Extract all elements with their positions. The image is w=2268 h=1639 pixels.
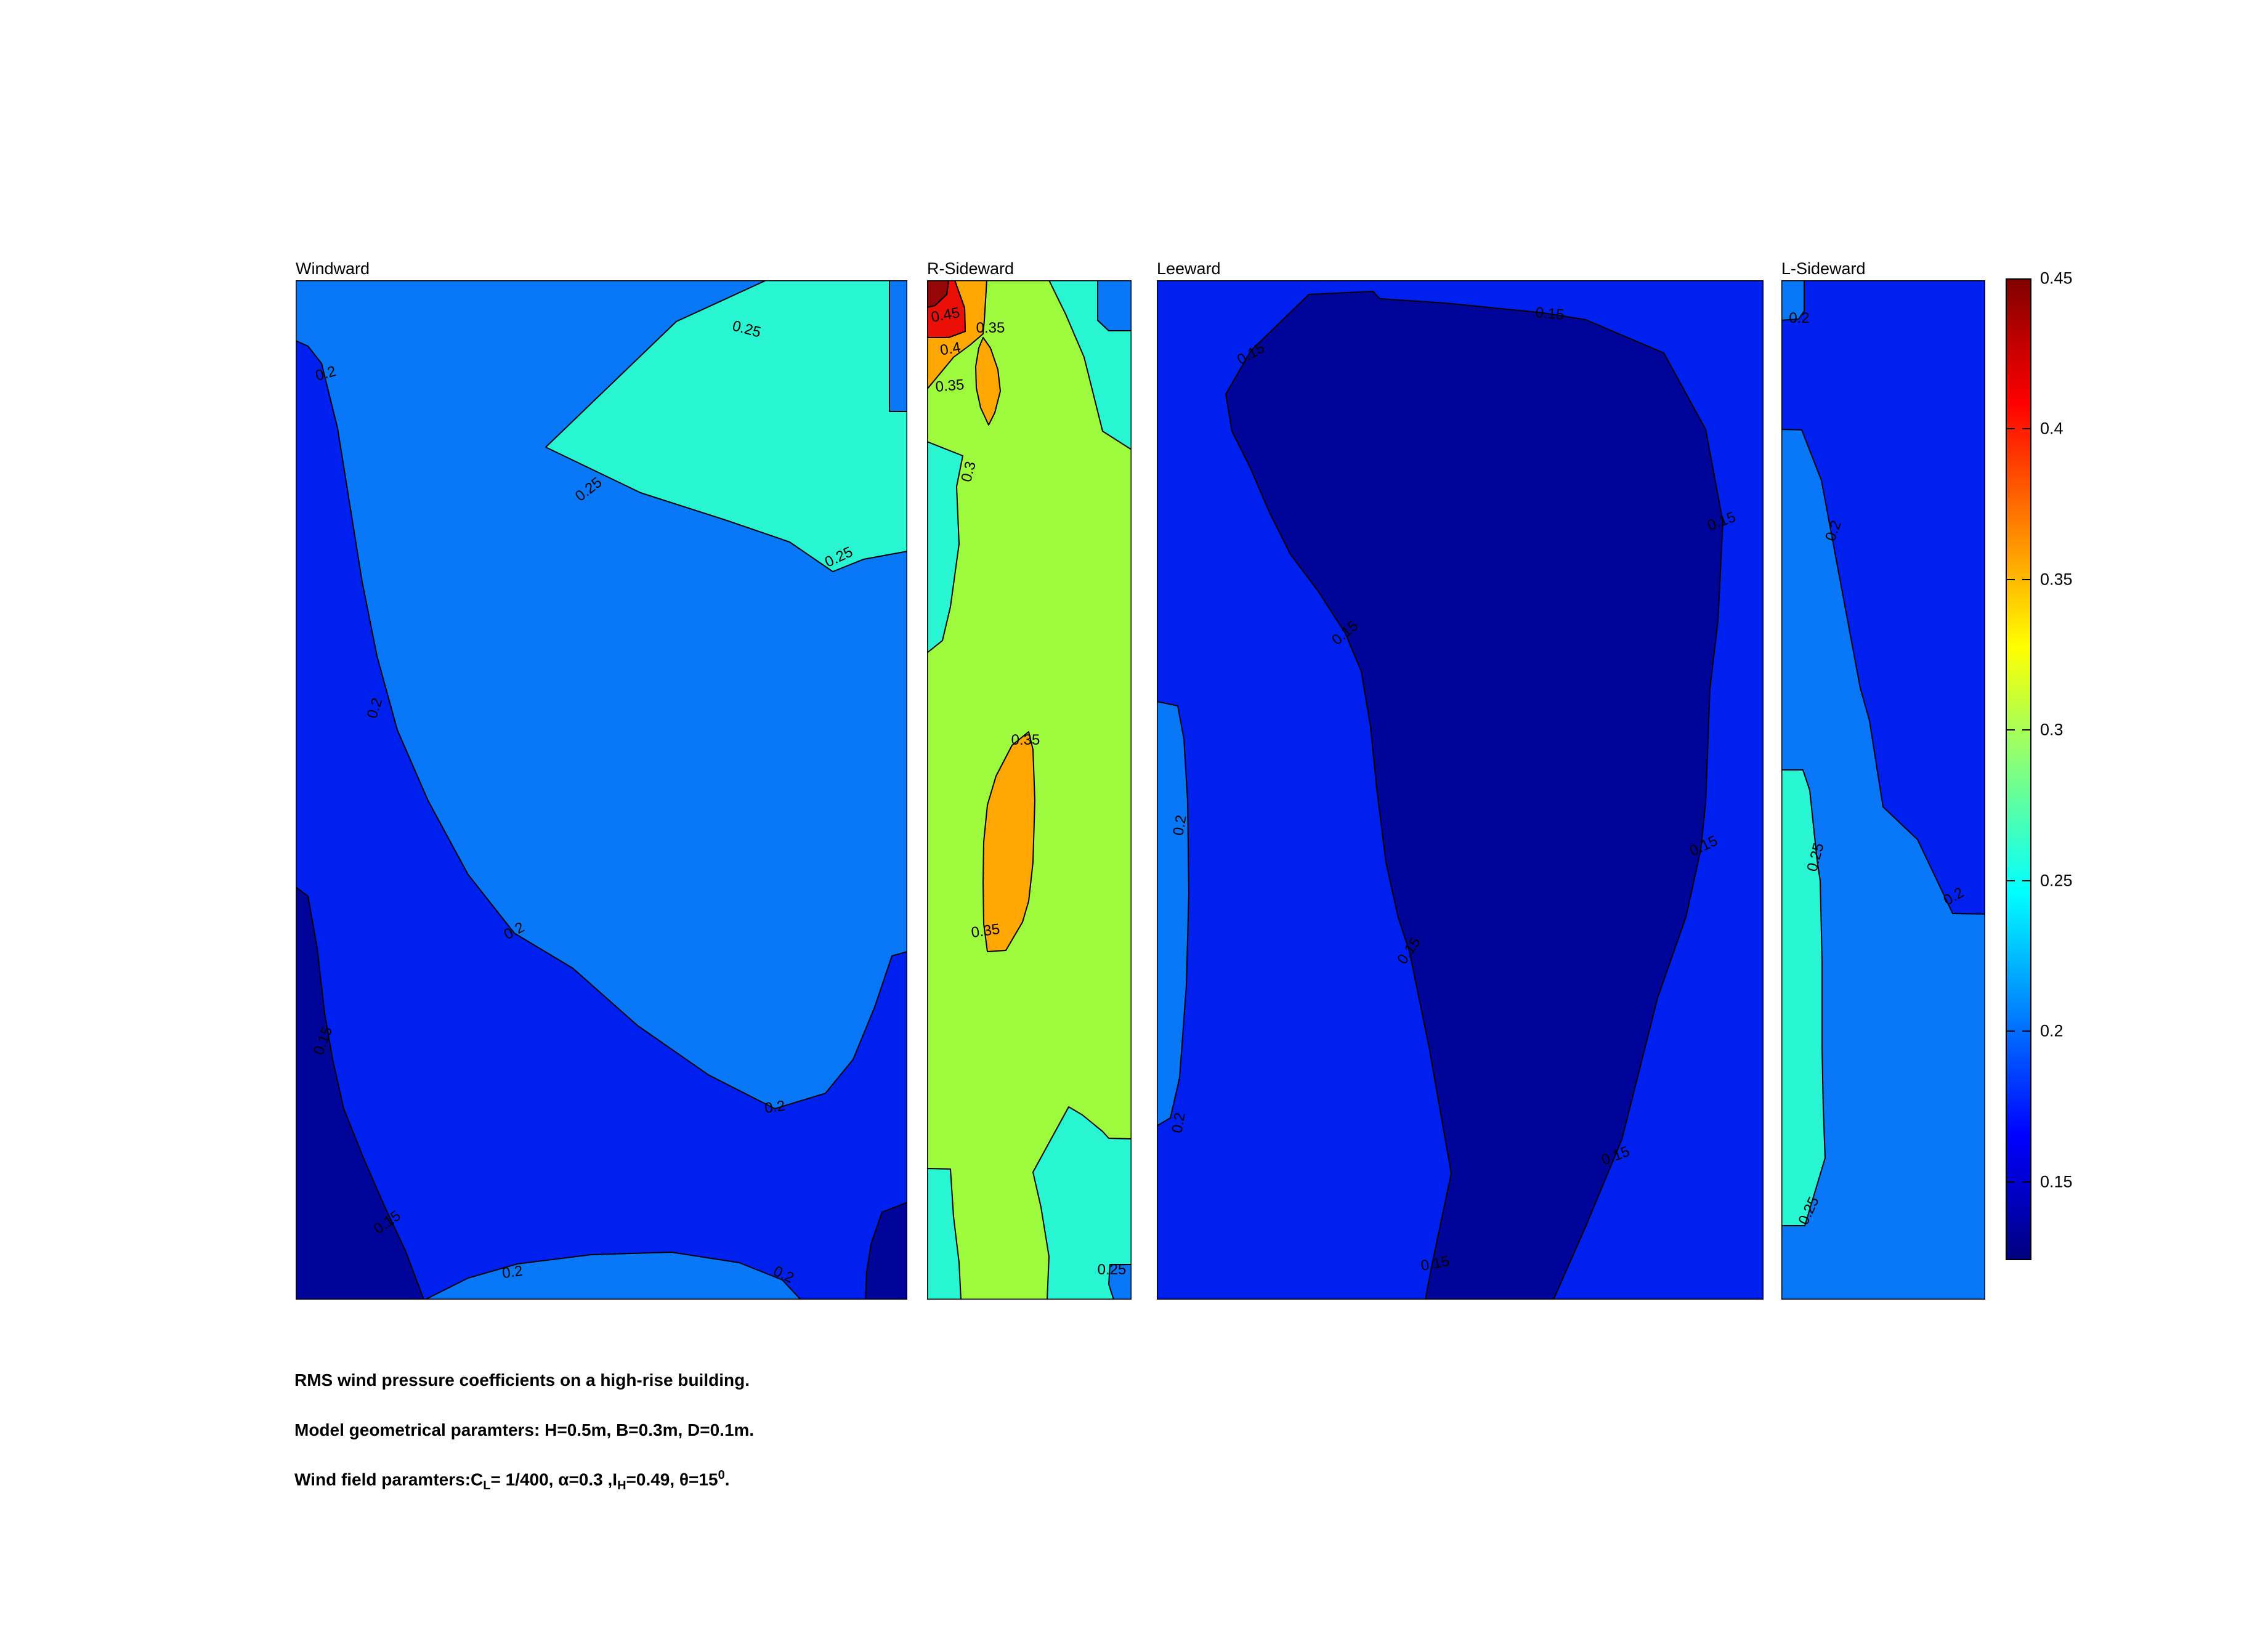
contour-label: 0.4: [939, 339, 962, 359]
caption-line-3-end: .: [724, 1470, 730, 1489]
colorbar-tick-label: 0.4: [2040, 419, 2063, 438]
contour-label: 0.2: [1168, 1111, 1189, 1135]
colorbar-tick-mark: [2022, 1030, 2030, 1032]
panel-title-r-sideward: R-Sideward: [927, 259, 1015, 278]
caption-line-3-mid1: = 1/400, α=0.3 ,I: [490, 1470, 618, 1489]
contour-label: 0.35: [976, 320, 1005, 336]
caption-line-3: Wind field paramters:CL= 1/400, α=0.3 ,I…: [294, 1468, 729, 1493]
r-sideward-band-maroon: [927, 280, 949, 308]
leeward-band-azure-leftstrip: [1157, 701, 1189, 1127]
leeward-contour-plot: [1157, 280, 1764, 1300]
panel-title-leeward: Leeward: [1157, 259, 1221, 278]
colorbar-tick-label: 0.3: [2040, 720, 2063, 739]
colorbar-tick-mark: [2022, 729, 2030, 731]
contour-label: 0.15: [1534, 304, 1565, 323]
r-sideward-band-azure-bottomcorner: [1108, 1264, 1132, 1300]
r-sideward-band-orange-middle: [982, 731, 1035, 952]
colorbar: [2006, 278, 2031, 1260]
caption-line-3-pre: Wind field paramters:C: [294, 1470, 484, 1489]
windward-band-cyan: [545, 280, 907, 572]
contour-label: 0.35: [1011, 732, 1040, 748]
caption-line-1: RMS wind pressure coefficients on a high…: [294, 1370, 750, 1390]
contour-label: 0.35: [934, 376, 965, 395]
caption-line-2: Model geometrical paramters: H=0.5m, B=0…: [294, 1420, 755, 1439]
l-sideward-band-cyan-strip: [1781, 769, 1826, 1226]
colorbar-tick-mark: [2022, 1181, 2030, 1183]
colorbar-tick-mark: [2007, 1030, 2015, 1032]
colorbar-tick-label: 0.2: [2040, 1021, 2063, 1040]
colorbar-tick-mark: [2022, 578, 2030, 580]
colorbar-tick-mark: [2007, 428, 2015, 430]
colorbar-tick-label: 0.35: [2040, 570, 2073, 589]
windward-contour-plot: [296, 280, 907, 1300]
windward-band-azure-bottom: [424, 1252, 801, 1300]
colorbar-tick-label: 0.15: [2040, 1172, 2073, 1191]
r-sideward-band-orange-teardrop: [975, 337, 1001, 426]
windward-band-navy-corner: [865, 1202, 907, 1300]
windward-band-blue: [296, 340, 907, 1300]
colorbar-tick-label: 0.25: [2040, 871, 2073, 890]
panel-title-windward: Windward: [296, 259, 370, 278]
colorbar-tick-mark: [2007, 880, 2015, 881]
l-sideward-contour-plot: [1781, 280, 1985, 1300]
r-sideward-band-cyan-bottomright: [1032, 1106, 1132, 1300]
l-sideward-band-azure-lower: [1781, 429, 1985, 1300]
panel-title-l-sideward: L-Sideward: [1781, 259, 1866, 278]
colorbar-tick-mark: [2007, 1181, 2015, 1183]
colorbar-tick-label: 0.45: [2040, 269, 2073, 288]
colorbar-tick-mark: [2007, 729, 2015, 731]
contour-label: 0.2: [501, 1262, 524, 1282]
caption-sub-H: H: [617, 1478, 626, 1492]
contour-label: 0.2: [1789, 310, 1810, 326]
r-sideward-band-cyan-left: [927, 441, 963, 654]
colorbar-tick-mark: [2007, 578, 2015, 580]
caption-sup-deg: 0: [718, 1468, 725, 1482]
caption-sub-L: L: [483, 1478, 491, 1492]
contour-label: 0.2: [1170, 814, 1190, 837]
r-sideward-contour-plot: [927, 280, 1132, 1300]
contour-label: 0.2: [763, 1097, 787, 1117]
colorbar-tick-mark: [2022, 428, 2030, 430]
r-sideward-band-cyan-bottomleft: [927, 1168, 962, 1300]
r-sideward-band-azure-topright: [1097, 280, 1132, 331]
leeward-band-navy: [1225, 291, 1723, 1300]
windward-band-navy-left: [296, 886, 424, 1300]
contour-label: 0.25: [1097, 1261, 1127, 1278]
colorbar-tick-mark: [2022, 880, 2030, 881]
caption-line-3-mid2: =0.49, θ=15: [626, 1470, 718, 1489]
l-sideward-band-azure-topleft: [1781, 280, 1805, 321]
